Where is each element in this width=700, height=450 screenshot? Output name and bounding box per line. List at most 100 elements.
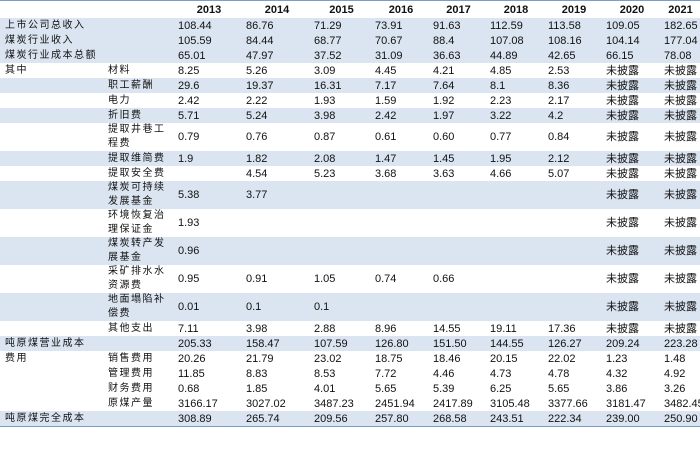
value-cell: 3.68 bbox=[375, 167, 397, 180]
table-row: 提取安全费 4.54 5.23 3.68 3.63 4.66 5.07 未披露 未披露 bbox=[0, 166, 700, 181]
value-cell: 0.76 bbox=[246, 131, 268, 143]
value-cell: 2.42 bbox=[372, 108, 430, 123]
value-cell: 0.96 bbox=[175, 237, 243, 265]
value-cell: 4.46 bbox=[433, 367, 455, 380]
value-cell: 8.96 bbox=[375, 322, 397, 335]
value-cell: 16.31 bbox=[311, 78, 372, 93]
row-label bbox=[0, 321, 100, 336]
row-label bbox=[0, 78, 100, 93]
value-cell: 1.59 bbox=[375, 94, 397, 107]
value-cell: 3027.02 bbox=[246, 397, 286, 410]
table-row: 煤炭行业成本总额 65.01 47.97 37.52 31.09 36.63 44.89 42… bbox=[0, 48, 700, 63]
row-label: 其中 bbox=[5, 64, 28, 76]
value-cell: 126.80 bbox=[372, 336, 430, 351]
value-cell: 未披露 bbox=[661, 293, 700, 321]
value-cell: 3487.23 bbox=[314, 397, 354, 410]
row-label bbox=[0, 396, 100, 411]
value-cell: 1.93 bbox=[178, 217, 200, 229]
value-cell: 104.14 bbox=[603, 33, 661, 48]
sub-label: 其他支出 bbox=[108, 322, 154, 334]
header-cell: 2021 bbox=[668, 3, 693, 16]
cost-table: 2013 2014 2015 2016 2017 2018 2019 2020 2021 上市公… bbox=[0, 0, 700, 427]
value-cell: 126.27 bbox=[545, 336, 603, 351]
value-cell: 0.79 bbox=[178, 131, 200, 143]
value-cell: 5.38 bbox=[175, 181, 243, 209]
value-cell bbox=[545, 265, 603, 293]
value-cell: 未披露 bbox=[661, 151, 700, 166]
row-label: 上市公司总收入 bbox=[0, 18, 175, 33]
value-cell: 73.91 bbox=[372, 18, 430, 33]
table-row: 提取维简费 1.9 1.82 2.08 1.47 1.45 1.95 2.12 未披露 未披露 bbox=[0, 151, 700, 166]
value-cell: 3.98 bbox=[311, 108, 372, 123]
value-cell: 239.00 bbox=[603, 411, 661, 427]
value-cell: 未披露 bbox=[603, 181, 661, 209]
sub-label: 财务费用 bbox=[108, 382, 154, 394]
value-cell: 1.48 bbox=[664, 352, 686, 365]
table-row: 煤炭行业收入 105.59 84.44 68.77 70.67 88.4 107.08 108… bbox=[0, 33, 700, 48]
value-cell: 7.64 bbox=[430, 78, 487, 93]
table-row: 上市公司总收入 108.44 86.76 71.29 73.91 91.63 112.59 1… bbox=[0, 18, 700, 33]
value-cell: 0.1 bbox=[311, 293, 372, 321]
sub-label: 采矿排水水资源费 bbox=[108, 266, 166, 291]
value-cell: 20.15 bbox=[490, 352, 518, 365]
row-label bbox=[0, 209, 100, 237]
value-cell: 3.98 bbox=[246, 322, 268, 335]
value-cell: 107.59 bbox=[311, 336, 372, 351]
value-cell bbox=[430, 209, 487, 237]
table-row: 煤炭可持续发展基金 5.38 3.77 未披露 未披露 bbox=[0, 181, 700, 209]
value-cell: 17.36 bbox=[548, 322, 576, 335]
value-cell: 1.45 bbox=[430, 151, 487, 166]
value-cell: 3.26 bbox=[664, 382, 686, 395]
value-cell: 2.23 bbox=[490, 94, 512, 107]
value-cell: 4.54 bbox=[246, 167, 268, 180]
value-cell: 5.71 bbox=[175, 108, 243, 123]
value-cell: 未披露 bbox=[661, 78, 700, 93]
row-label: 吨原煤完全成本 bbox=[0, 411, 175, 427]
value-cell: 0.68 bbox=[178, 382, 200, 395]
value-cell: 0.1 bbox=[243, 293, 311, 321]
value-cell: 4.01 bbox=[314, 382, 336, 395]
value-cell: 4.66 bbox=[490, 167, 512, 180]
value-cell: 2.88 bbox=[314, 322, 336, 335]
value-cell: 22.02 bbox=[548, 352, 576, 365]
value-cell: 未披露 bbox=[603, 151, 661, 166]
value-cell: 未披露 bbox=[603, 293, 661, 321]
value-cell: 0.77 bbox=[490, 131, 512, 143]
table-row: 环境恢复治理保证金 1.93 未披露 未披露 bbox=[0, 209, 700, 237]
sub-label: 环境恢复治理保证金 bbox=[108, 210, 166, 235]
value-cell: 未披露 bbox=[606, 273, 639, 285]
value-cell: 65.01 bbox=[175, 48, 243, 63]
row-label: 煤炭行业成本总额 bbox=[0, 48, 175, 63]
value-cell: 88.4 bbox=[430, 33, 487, 48]
table-row: 吨原煤完全成本 308.89 265.74 209.56 257.80 268.58 243… bbox=[0, 411, 700, 427]
value-cell: 36.63 bbox=[430, 48, 487, 63]
value-cell bbox=[487, 293, 545, 321]
value-cell: 3377.66 bbox=[548, 397, 588, 410]
value-cell: 2.22 bbox=[246, 94, 268, 107]
value-cell: 205.33 bbox=[175, 336, 243, 351]
value-cell: 21.79 bbox=[246, 352, 274, 365]
value-cell: 3.77 bbox=[243, 181, 311, 209]
sub-label: 折旧费 bbox=[100, 108, 175, 123]
value-cell: 4.73 bbox=[490, 367, 512, 380]
row-label bbox=[0, 381, 100, 396]
value-cell: 78.08 bbox=[661, 48, 700, 63]
value-cell: 0.95 bbox=[178, 273, 200, 285]
value-cell: 0.87 bbox=[314, 131, 336, 143]
value-cell: 158.47 bbox=[243, 336, 311, 351]
table-row: 电力 2.42 2.22 1.93 1.59 1.92 2.23 2.17 未披露 未披露 bbox=[0, 93, 700, 108]
value-cell bbox=[487, 181, 545, 209]
row-label bbox=[0, 123, 100, 151]
header-cell: 2014 bbox=[264, 3, 290, 16]
value-cell: 37.52 bbox=[311, 48, 372, 63]
value-cell: 4.85 bbox=[490, 64, 512, 77]
value-cell: 109.05 bbox=[603, 18, 661, 33]
header-cell: 2019 bbox=[561, 3, 587, 16]
value-cell: 18.46 bbox=[433, 352, 461, 365]
table-row: 折旧费 5.71 5.24 3.98 2.42 1.97 3.22 4.2 未披露 未披露 bbox=[0, 108, 700, 123]
value-cell: 0.66 bbox=[433, 273, 455, 285]
sub-label: 煤炭可持续发展基金 bbox=[100, 181, 175, 209]
table-body: 上市公司总收入 108.44 86.76 71.29 73.91 91.63 112.59 1… bbox=[0, 18, 700, 427]
value-cell: 66.15 bbox=[603, 48, 661, 63]
value-cell: 3.86 bbox=[606, 382, 628, 395]
